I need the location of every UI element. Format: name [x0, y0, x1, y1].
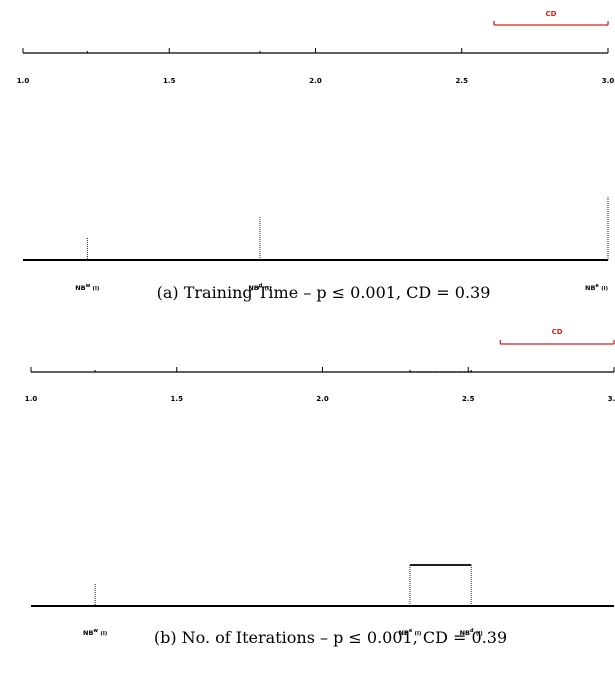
axis-tick-label: 1.0	[17, 77, 30, 85]
cd-label: CD	[552, 328, 563, 336]
axis-tick-label: 1.0	[25, 395, 38, 403]
method-label-base: NB	[83, 629, 93, 637]
method-label-suffix: (l)	[476, 631, 483, 637]
axis-tick-label: 3.0	[608, 395, 615, 403]
method-label-superscript: w	[93, 628, 98, 634]
method-label-base: NB	[585, 284, 595, 292]
figure-caption: (b) No. of Iterations – p ≤ 0.001, CD = …	[154, 628, 507, 647]
method-label-suffix: (l)	[93, 286, 100, 292]
method-label-base: NB	[75, 284, 85, 292]
method-label-base: NB	[248, 284, 258, 292]
method-label-superscript: e	[595, 283, 599, 289]
figure-caption: (a) Training Time – p ≤ 0.001, CD = 0.39	[157, 283, 491, 302]
method-label-suffix: (l)	[100, 631, 107, 637]
method-label-base: NB	[460, 629, 470, 637]
method-label: NBe (l)	[398, 628, 421, 637]
method-label-superscript: d	[259, 283, 263, 289]
axis-tick-label: 2.5	[456, 77, 469, 85]
method-label-suffix: (l)	[415, 631, 422, 637]
method-label-superscript: w	[86, 283, 91, 289]
method-label-superscript: d	[470, 628, 474, 634]
axis-tick-label: 3.0	[602, 77, 615, 85]
method-label-suffix: (l)	[601, 286, 608, 292]
method-label: NBd (l)	[248, 283, 272, 292]
critical-difference-bracket: CD	[493, 10, 609, 26]
axis-tick-label: 1.5	[171, 395, 184, 403]
method-label-superscript: e	[409, 628, 413, 634]
method-label: NBw (l)	[83, 628, 108, 637]
method-label: NBd (l)	[460, 628, 484, 637]
method-label: NBe (l)	[585, 283, 608, 292]
axis-tick-label: 2.5	[462, 395, 475, 403]
critical-difference-bracket: CD	[499, 328, 615, 345]
axis-tick-label: 2.0	[316, 395, 329, 403]
method-label-base: NB	[398, 629, 408, 637]
axis-tick-label: 2.0	[309, 77, 322, 85]
cd-label: CD	[545, 10, 556, 18]
method-label: NBw (l)	[75, 283, 100, 292]
axis-tick-label: 1.5	[163, 77, 176, 85]
method-label-suffix: (l)	[265, 286, 272, 292]
